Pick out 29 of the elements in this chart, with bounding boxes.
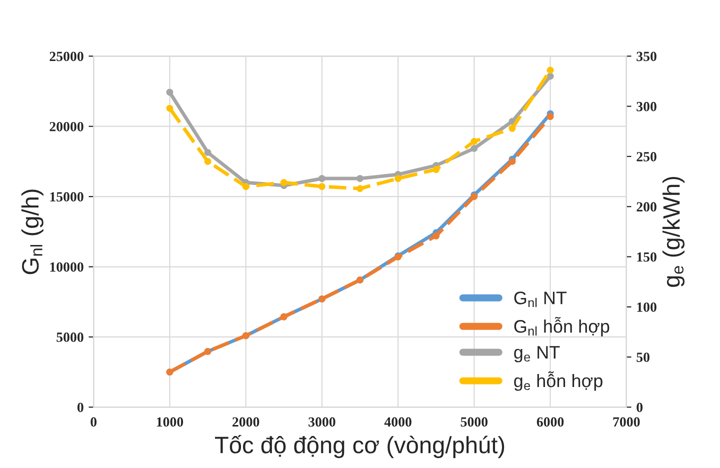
y-tick-label: 20000 (50, 122, 84, 132)
y2-tick-label: 300 (636, 102, 656, 112)
x-tick-label: 4000 (384, 417, 412, 427)
y2-tick-label: 150 (637, 252, 656, 262)
y-axis-title: G$_{nl}$ (g/h) (21, 190, 44, 274)
x-tick-label: 0 (90, 417, 97, 427)
x-tick-label: 6000 (536, 417, 564, 427)
y-tick-label: 0 (77, 402, 84, 412)
x-tick-label: 7000 (613, 417, 640, 427)
x-tick-label: 2000 (232, 417, 260, 427)
legend-label: g$_{e}$ hỗn hợp (514, 371, 602, 391)
y2-tick-label: 0 (636, 402, 643, 412)
x-tick-label: 5000 (460, 417, 488, 427)
y-tick-label: 15000 (50, 192, 84, 202)
x-tick-label: 1000 (156, 417, 184, 427)
y2-axis-title: g$_{e}$ (g/kWh) (662, 176, 685, 287)
legend-label: G$_{nl}$ NT (514, 292, 567, 308)
y2-tick-label: 50 (636, 352, 650, 362)
x-axis-title: Tốc độ động cơ (vòng/phút) (214, 435, 504, 458)
y2-tick-label: 200 (636, 202, 656, 212)
y2-tick-label: 350 (636, 52, 656, 62)
y2-tick-label: 250 (636, 152, 656, 162)
y-tick-label: 5000 (56, 332, 84, 342)
y2-tick-label: 100 (637, 302, 656, 312)
x-tick-label: 3000 (308, 417, 336, 427)
legend-label: G$_{nl}$ hỗn hợp (514, 316, 610, 336)
y-tick-label: 10000 (50, 262, 84, 272)
y-tick-label: 25000 (50, 52, 84, 62)
legend-label: g$_{e}$ NT (514, 346, 560, 362)
